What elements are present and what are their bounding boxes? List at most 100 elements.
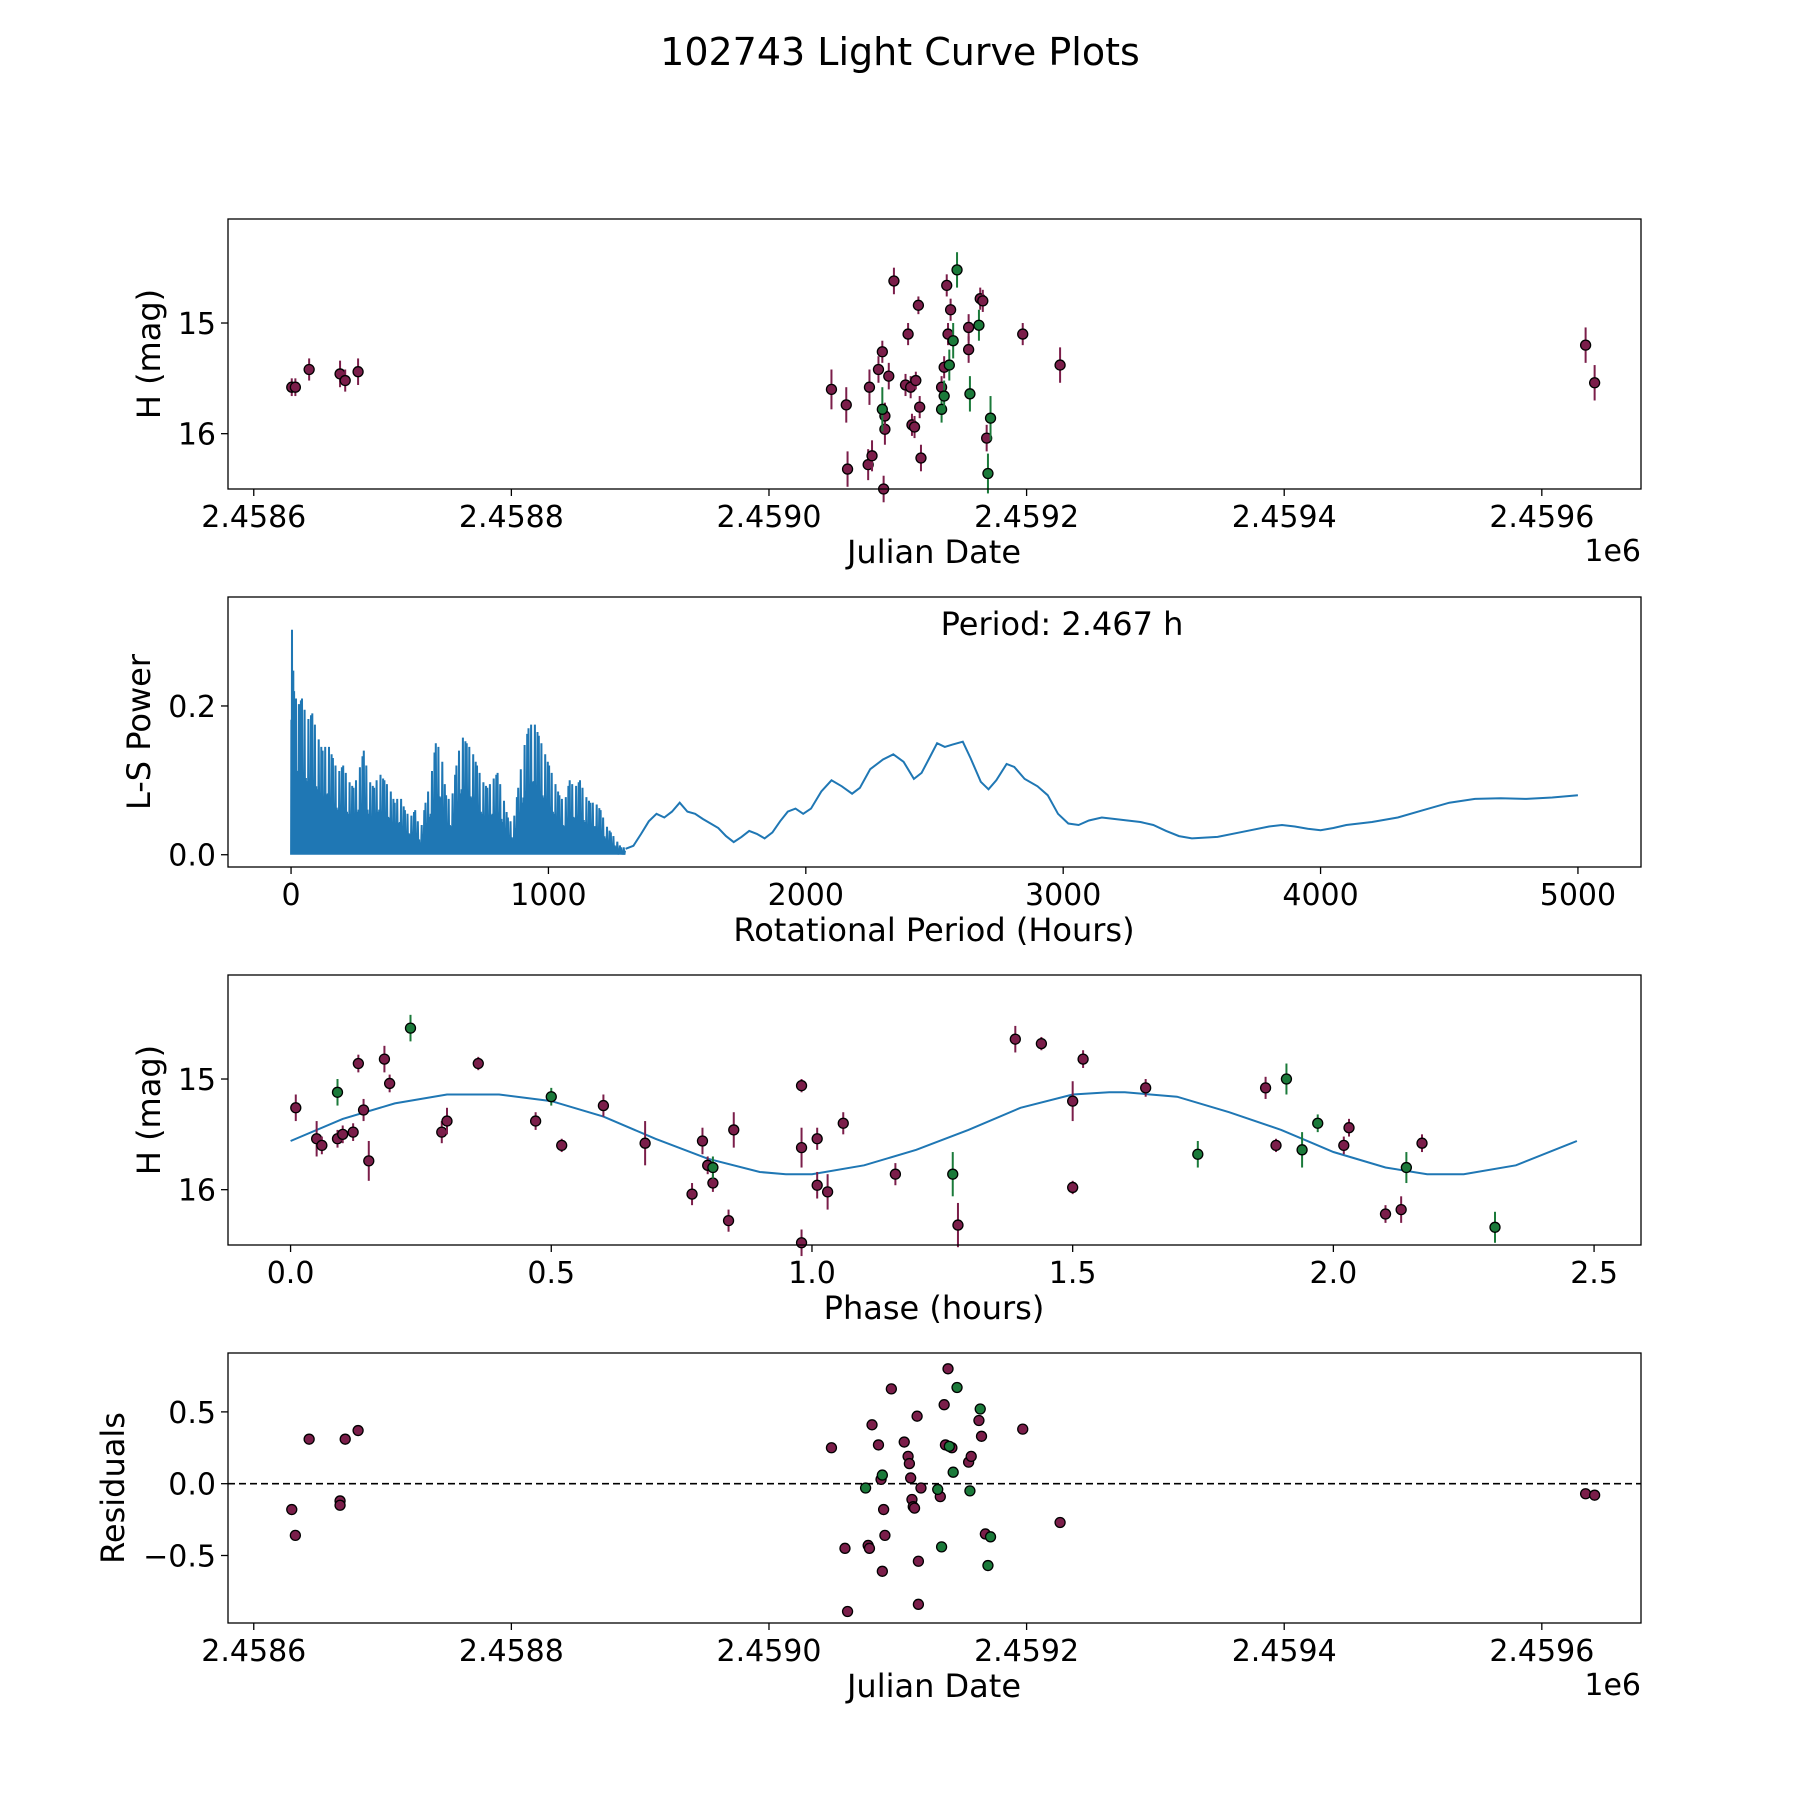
residuals-point-red xyxy=(841,1605,854,1618)
lightcurve-point-red xyxy=(863,381,876,393)
phased-point-red xyxy=(378,1053,391,1065)
phased-point-red xyxy=(316,1139,328,1152)
lightcurve-xtick-label: 2.4592 xyxy=(974,500,1079,535)
residuals-xtick-label: 2.4588 xyxy=(459,1634,564,1669)
residuals-point-red xyxy=(912,1598,925,1610)
lightcurve-point-green xyxy=(982,467,994,480)
residuals-xtick-label: 2.4592 xyxy=(974,1634,1079,1669)
lightcurve-point-red xyxy=(908,421,921,433)
phased-point-red xyxy=(1067,1095,1079,1107)
phased-point-red xyxy=(1259,1082,1272,1094)
periodogram-line xyxy=(625,740,1578,850)
residuals-point-red xyxy=(898,1436,910,1448)
residuals-point-green xyxy=(935,1541,948,1553)
phased-ytick-label: 15 xyxy=(178,1063,216,1098)
residuals-point-green xyxy=(964,1485,976,1497)
phased-point-red xyxy=(352,1057,365,1070)
panel-periodogram: 0 1000 2000 3000 4000 5000 0.0 0.2 Period: 2.46… xyxy=(120,596,1642,949)
phased-point-red xyxy=(795,1080,808,1092)
lightcurve-point-red xyxy=(1588,377,1601,389)
periodogram-marks xyxy=(290,629,1578,855)
lightcurve-xlabel: Julian Date xyxy=(845,533,1021,571)
lightcurve-xtick-label: 2.4594 xyxy=(1232,500,1337,535)
lightcurve-point-red xyxy=(977,295,989,307)
phased-point-red xyxy=(529,1115,542,1127)
lightcurve-point-green xyxy=(951,264,963,276)
periodogram-xlabel: Rotational Period (Hours) xyxy=(733,911,1134,949)
phased-point-red xyxy=(556,1139,568,1152)
lightcurve-xtick-label: 2.4590 xyxy=(716,500,821,535)
phased-point-red xyxy=(383,1077,396,1090)
phased-point-red xyxy=(728,1124,740,1136)
residuals-point-red xyxy=(339,1433,351,1445)
lightcurve-xtick-label: 2.4588 xyxy=(459,500,564,535)
phased-xtick-label: 0.0 xyxy=(267,1256,315,1291)
lightcurve-xtick-label: 2.4596 xyxy=(1489,500,1594,535)
lightcurve-point-red xyxy=(1579,339,1592,351)
lightcurve-point-green xyxy=(973,319,985,331)
lightcurve-point-red xyxy=(888,275,900,287)
residuals-point-red xyxy=(303,1433,315,1445)
residuals-point-green xyxy=(982,1559,994,1572)
residuals-point-green xyxy=(876,1469,888,1481)
residuals-point-red xyxy=(839,1542,851,1554)
residuals-point-red xyxy=(876,1565,888,1577)
phased-xtick-label: 2.0 xyxy=(1310,1256,1358,1291)
residuals-point-red xyxy=(863,1542,876,1554)
lightcurve-point-red xyxy=(872,363,885,376)
phased-point-red xyxy=(821,1186,834,1198)
phased-point-green xyxy=(1400,1161,1413,1174)
phased-point-green xyxy=(1296,1144,1308,1156)
periodogram-xtick-label: 0 xyxy=(282,878,301,913)
phased-xlabel: Phase (hours) xyxy=(824,1289,1045,1327)
phased-point-red xyxy=(837,1117,849,1129)
lightcurve-point-green xyxy=(947,335,959,347)
phased-point-red xyxy=(889,1168,902,1180)
residuals-ytick-label: 0.0 xyxy=(168,1468,216,1503)
lightcurve-point-red xyxy=(914,401,926,413)
figure-title: 102743 Light Curve Plots xyxy=(660,30,1140,74)
phased-point-red xyxy=(363,1155,375,1167)
phased-ticks: 0.0 0.5 1.0 1.5 2.0 2.5 16 15 xyxy=(178,1063,1618,1291)
phased-point-red xyxy=(1395,1203,1407,1216)
residuals-point-red xyxy=(286,1503,298,1516)
phased-xtick-label: 1.0 xyxy=(788,1256,836,1291)
residuals-point-red xyxy=(938,1399,950,1411)
phased-point-red xyxy=(722,1215,735,1227)
residuals-point-green xyxy=(951,1381,963,1394)
lightcurve-point-red xyxy=(352,366,364,378)
residuals-xtick-label: 2.4590 xyxy=(716,1634,821,1669)
phased-point-red xyxy=(795,1237,808,1249)
phased-point-red xyxy=(347,1126,359,1138)
phased-xtick-label: 2.5 xyxy=(1570,1256,1618,1291)
phased-point-green xyxy=(1489,1221,1501,1233)
periodogram-xtick-label: 5000 xyxy=(1540,878,1616,913)
residuals-point-red xyxy=(885,1383,898,1395)
residuals-point-red xyxy=(1579,1488,1592,1500)
lightcurve-ytick-label: 16 xyxy=(178,418,216,453)
phased-point-red xyxy=(1343,1122,1355,1134)
period-annotation: Period: 2.467 h xyxy=(941,605,1184,643)
panel-phased: 0.0 0.5 1.0 1.5 2.0 2.5 16 15 Phase (hours) H (… xyxy=(130,974,1642,1327)
residuals-point-red xyxy=(1017,1423,1029,1435)
residuals-point-red xyxy=(289,1529,302,1542)
residuals-offset-label: 1e6 xyxy=(1584,1668,1641,1703)
lightcurve-point-red xyxy=(962,321,975,334)
lightcurve-offset-label: 1e6 xyxy=(1584,534,1641,569)
phased-point-red xyxy=(436,1126,448,1138)
phased-ytick-label: 16 xyxy=(178,1174,216,1209)
lightcurve-point-green xyxy=(938,390,950,402)
panel-lightcurve: 2.4586 2.4588 2.4590 2.4592 2.4594 2.4596 16 15… xyxy=(130,218,1642,571)
phased-point-red xyxy=(441,1115,453,1127)
lightcurve-point-red xyxy=(866,450,878,462)
phased-point-red xyxy=(686,1188,698,1200)
periodogram-xtick-label: 4000 xyxy=(1282,878,1358,913)
lightcurve-point-red xyxy=(910,374,922,387)
phased-point-red xyxy=(357,1104,370,1116)
lightcurve-point-red xyxy=(915,452,927,464)
lightcurve-ticks: 2.4586 2.4588 2.4590 2.4592 2.4594 2.4596 16 15 xyxy=(178,307,1594,535)
residuals-point-red xyxy=(905,1472,917,1484)
phased-point-green xyxy=(1280,1073,1293,1085)
fit-curve xyxy=(290,1091,1578,1176)
